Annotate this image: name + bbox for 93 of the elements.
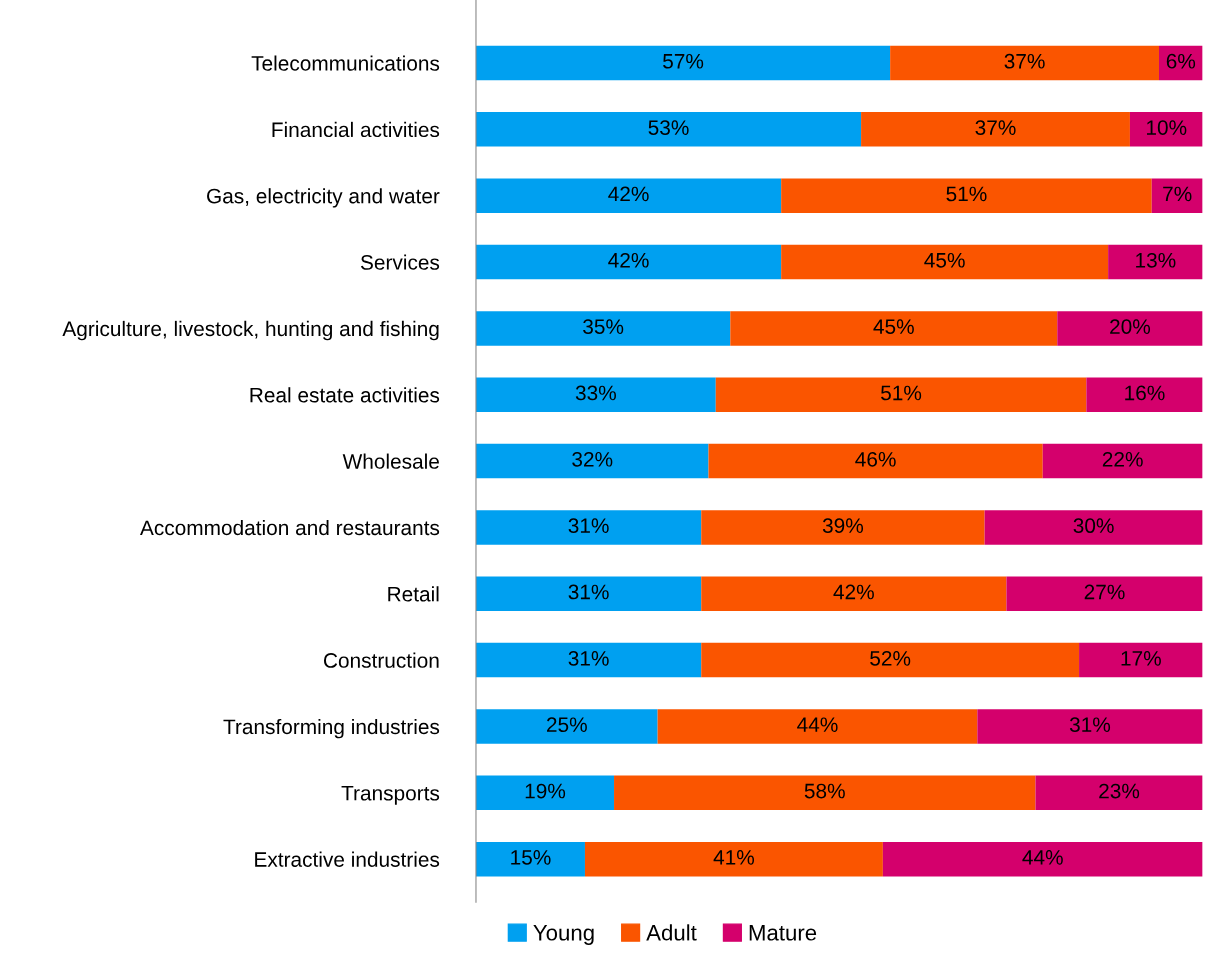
bar	[1057, 311, 1203, 346]
data-label: 45%	[873, 319, 914, 334]
bar	[614, 775, 1036, 811]
bar	[1151, 178, 1203, 213]
bar	[781, 244, 1109, 280]
data-label: 51%	[881, 385, 922, 401]
y-tick-label: Gas, electricity and water	[207, 188, 440, 208]
y-tick-label: Extractive industries	[255, 851, 440, 867]
data-label: 15%	[511, 850, 551, 865]
bar	[475, 576, 702, 612]
data-label: 32%	[572, 451, 613, 467]
data-label: 46%	[855, 451, 896, 467]
data-label: 30%	[1073, 518, 1114, 534]
legend-label: Adult	[646, 924, 697, 941]
bar	[475, 112, 862, 147]
data-label: 52%	[870, 650, 911, 666]
data-label: 35%	[583, 319, 624, 334]
bar	[977, 709, 1203, 744]
data-label: 7%	[1163, 186, 1192, 202]
data-label: 19%	[525, 783, 566, 799]
y-tick-label: Accommodation and restaurants	[140, 519, 440, 536]
bar	[475, 775, 615, 811]
bar	[475, 642, 702, 678]
bar	[475, 45, 891, 81]
data-label: 41%	[713, 850, 755, 865]
bar	[475, 443, 709, 479]
data-label: 42%	[833, 584, 874, 600]
data-label: 42%	[608, 252, 649, 268]
data-label: 33%	[575, 385, 616, 401]
data-label: 39%	[822, 518, 864, 534]
bar	[1042, 443, 1203, 479]
data-label: 57%	[663, 53, 704, 69]
data-label: 37%	[1004, 53, 1045, 69]
data-label: 31%	[568, 650, 609, 666]
data-label: 53%	[648, 120, 689, 135]
data-label: 13%	[1136, 252, 1176, 268]
data-label: 17%	[1121, 651, 1161, 666]
bar	[701, 510, 985, 545]
legend-label: Mature	[749, 925, 817, 941]
bar	[475, 178, 782, 213]
data-label: 20%	[1110, 319, 1151, 334]
bar	[1108, 244, 1203, 280]
bar	[584, 841, 883, 877]
data-label: 31%	[1069, 717, 1111, 733]
y-tick-label: Construction	[323, 652, 439, 668]
data-label: 27%	[1084, 584, 1125, 600]
y-tick-label: Transports	[341, 786, 440, 805]
bar	[701, 642, 1080, 678]
bar	[730, 311, 1058, 346]
bar	[475, 510, 702, 545]
bar	[475, 377, 716, 412]
bar	[1079, 642, 1203, 678]
bar	[475, 709, 658, 744]
data-label: 42%	[608, 186, 649, 202]
data-label: 22%	[1102, 451, 1143, 467]
bar	[1006, 576, 1203, 612]
bar	[475, 244, 782, 280]
data-label: 31%	[568, 518, 609, 534]
bar	[781, 178, 1152, 213]
y-tick-label: Retail	[388, 586, 439, 602]
y-tick-label: Services	[360, 254, 440, 270]
data-label: 6%	[1166, 53, 1196, 69]
data-label: 44%	[797, 717, 838, 732]
y-tick-label: Transforming industries	[223, 718, 440, 739]
data-label: 37%	[975, 120, 1016, 135]
data-label: 58%	[804, 783, 845, 799]
bar	[984, 510, 1203, 545]
bar	[890, 45, 1159, 81]
bar	[657, 709, 978, 744]
y-tick-label: Telecommunications	[251, 55, 440, 71]
bar	[708, 443, 1043, 479]
data-label: 25%	[547, 717, 587, 733]
y-tick-label: Real estate activities	[250, 387, 440, 403]
bar	[475, 841, 585, 877]
bar	[1086, 377, 1203, 412]
bar	[882, 841, 1203, 877]
bar	[475, 311, 731, 346]
y-tick-label: Wholesale	[342, 453, 439, 469]
data-label: 51%	[946, 186, 987, 202]
bar	[1035, 775, 1203, 811]
data-label: 23%	[1099, 783, 1140, 799]
bar	[701, 576, 1007, 612]
bar	[861, 112, 1130, 147]
bar	[1129, 112, 1203, 147]
data-label: 45%	[924, 252, 965, 268]
data-label: 10%	[1147, 120, 1187, 135]
data-label: 31%	[568, 584, 609, 600]
legend-label: Young	[533, 925, 594, 945]
data-label: 16%	[1125, 385, 1165, 401]
data-label: 44%	[1022, 850, 1063, 865]
y-tick-label: Agriculture, livestock, hunting and fishing	[62, 320, 439, 341]
y-tick-label: Financial activities	[272, 121, 440, 138]
bar	[715, 377, 1087, 412]
